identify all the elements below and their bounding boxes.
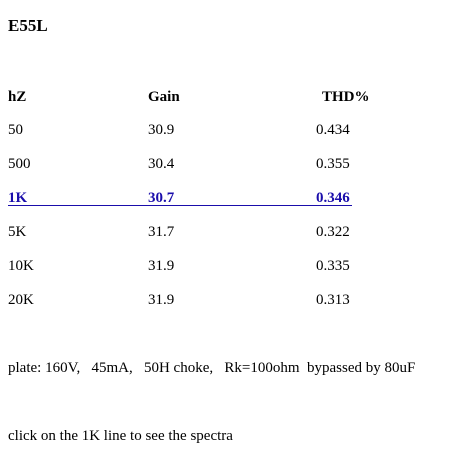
table-cell: 500 (8, 156, 31, 172)
table-cell: 30.4 (148, 156, 175, 172)
link-cell[interactable]: 0.346 (316, 190, 350, 206)
table-cell: 30.9 (148, 122, 175, 138)
table-cell: 50 (8, 122, 23, 138)
table-cell: 20K (8, 292, 34, 308)
table-cell: 31.9 (148, 258, 175, 274)
column-header: Gain (148, 89, 180, 105)
link-cell[interactable]: 1K (8, 190, 28, 206)
table-cell: 31.9 (148, 292, 175, 308)
note: plate: 160V, 45mA, 50H choke, Rk=100ohm … (8, 360, 416, 376)
table-cell: 0.313 (316, 292, 350, 308)
table-cell: 0.335 (316, 258, 350, 274)
column-header: THD% (322, 89, 370, 105)
link-cell[interactable]: 30.7 (148, 190, 175, 206)
table-cell: 0.322 (316, 224, 350, 240)
table-cell: 31.7 (148, 224, 175, 240)
table-cell: 10K (8, 258, 34, 274)
table-cell: 5K (8, 224, 27, 240)
link-underline[interactable] (8, 205, 352, 206)
instruction: click on the 1K line to see the spectra (8, 428, 233, 444)
page-title: E55L (8, 16, 48, 35)
table-cell: 0.355 (316, 156, 350, 172)
column-header: hZ (8, 89, 27, 105)
table-cell: 0.434 (316, 122, 350, 138)
